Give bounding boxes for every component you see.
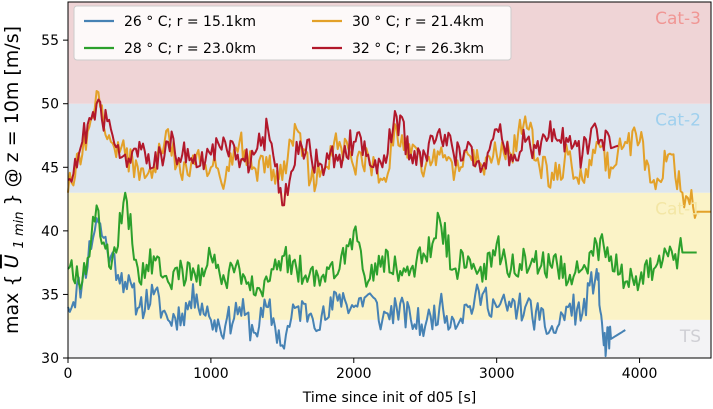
y-axis-label-suffix: } @ z = 10m [m/s] [1, 26, 23, 206]
y-tick-label: 55 [41, 33, 59, 49]
y-axis-label-prefix: max { [1, 274, 23, 334]
plot-frame [67, 1, 712, 359]
band-label-4: Cat-3 [655, 9, 701, 29]
y-tick-label: 45 [41, 160, 59, 176]
legend-label-1: 26 ° C; r = 15.1km [124, 14, 256, 30]
legend-label-2: 28 ° C; r = 23.0km [124, 41, 256, 57]
y-axis: 30 35 40 45 50 55 [41, 33, 68, 367]
series-line-4 [67, 98, 619, 207]
legend-label-4: 32 ° C; r = 26.3km [352, 41, 484, 57]
legend-box [73, 5, 512, 61]
series-line-2 [67, 191, 697, 298]
x-axis-label: Time since init of d05 [s] [302, 390, 476, 406]
intensity-band-labels: TS Cat-1 Cat-2 Cat-3 [655, 9, 701, 347]
y-tick-label: 50 [41, 97, 59, 113]
y-axis-label-subscript: 1 min [12, 212, 27, 249]
y-axis-label: max { U 1 min } @ z = 10m [m/s] [1, 26, 28, 334]
band-1 [68, 319, 711, 358]
y-tick-label: 35 [41, 287, 59, 303]
band-2 [68, 192, 711, 320]
y-axis-label-symbol: U [1, 254, 23, 268]
x-axis: 0 1000 2000 3000 4000 [64, 358, 658, 382]
series-line-1 [67, 217, 626, 358]
x-tick-label: 1000 [193, 366, 229, 382]
band-label-3: Cat-2 [655, 111, 701, 131]
x-tick-label: 4000 [622, 366, 658, 382]
x-tick-label: 3000 [479, 366, 515, 382]
y-tick-label: 30 [41, 351, 59, 367]
legend-label-3: 30 ° C; r = 21.4km [352, 14, 484, 30]
legend: 26 ° C; r = 15.1km 28 ° C; r = 23.0km 30 °… [73, 5, 512, 61]
x-tick-label: 0 [64, 366, 73, 382]
x-tick-label: 2000 [336, 366, 372, 382]
band-label-1: TS [679, 327, 701, 347]
y-tick-label: 40 [41, 224, 59, 240]
series-lines [67, 90, 711, 358]
band-label-2: Cat-1 [655, 200, 701, 220]
